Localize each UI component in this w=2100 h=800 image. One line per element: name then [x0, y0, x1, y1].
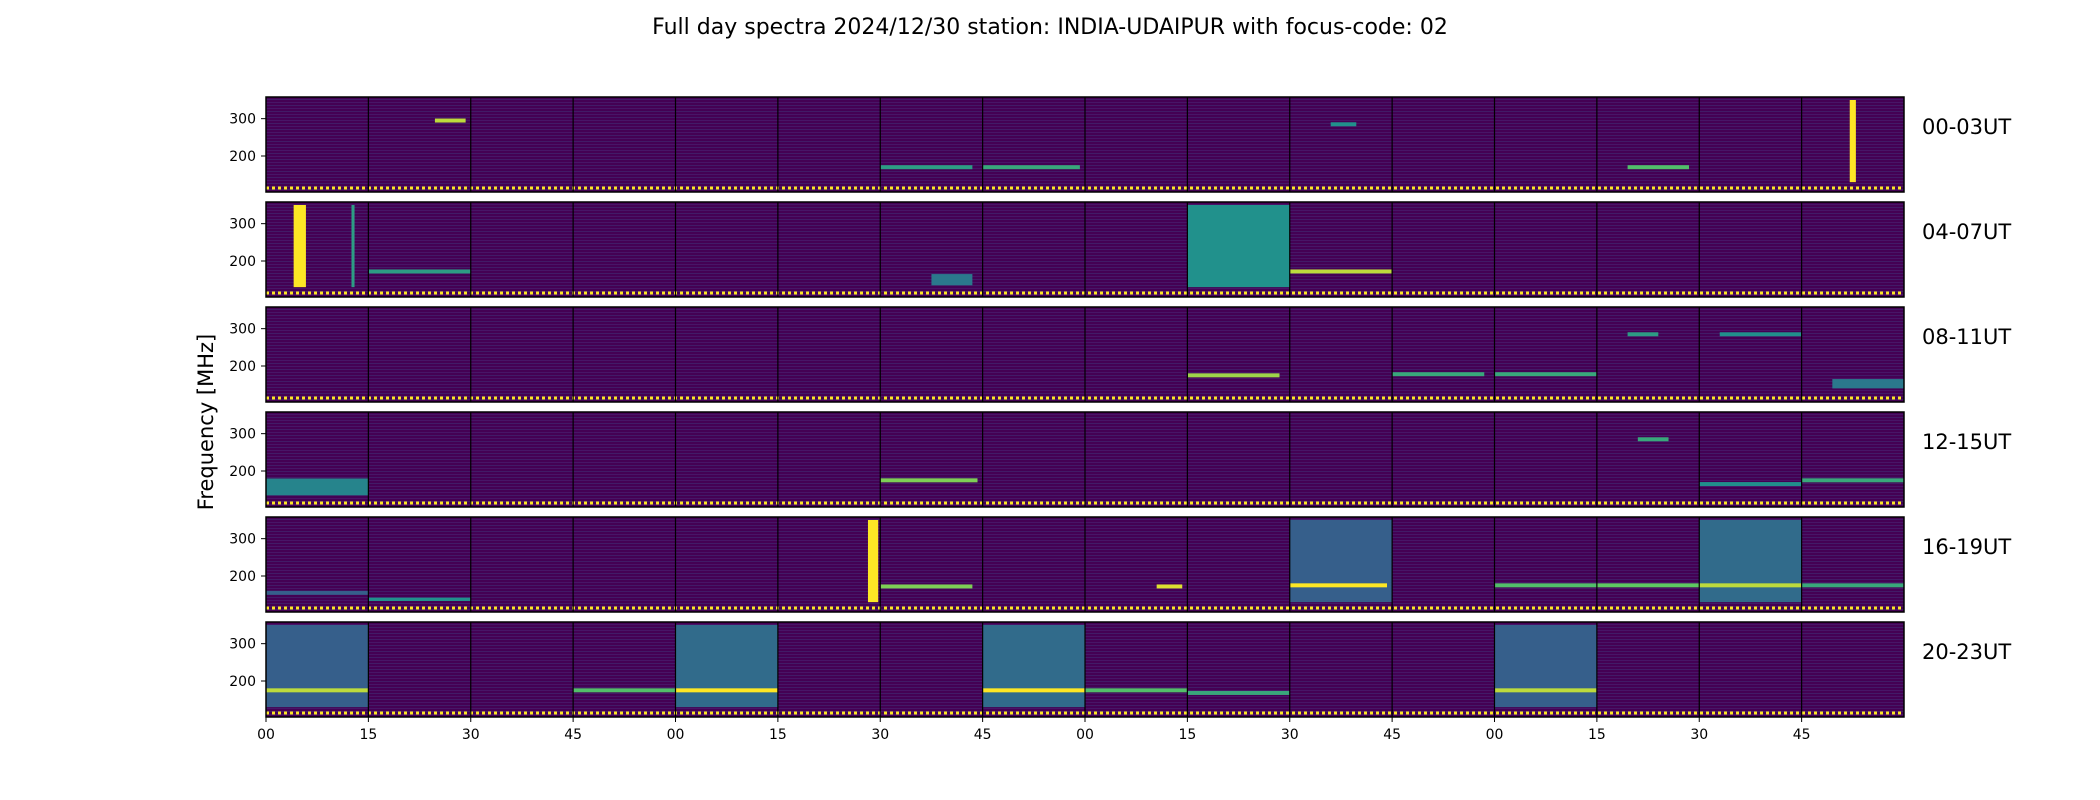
spectrum-feature	[1699, 520, 1802, 603]
spectrum-feature	[982, 165, 1080, 170]
y-tick-label: 300	[229, 532, 256, 548]
spectrum-feature	[266, 625, 369, 708]
spectrum-feature	[931, 274, 973, 286]
row-frame	[265, 411, 1905, 508]
spectrum-feature	[1494, 583, 1597, 588]
spectrum-feature	[1849, 100, 1856, 183]
y-axis-label: Frequency [MHz]	[194, 334, 218, 510]
spectrum-feature	[1187, 373, 1280, 378]
spectrum-feature	[266, 590, 369, 595]
spectrum-feature	[1719, 332, 1802, 337]
spectrum-feature	[1289, 520, 1393, 603]
y-tick-label: 300	[229, 217, 256, 233]
x-tick-label: 15	[1178, 727, 1196, 743]
spectrum-feature	[1627, 332, 1659, 337]
x-tick-label: 30	[1281, 727, 1299, 743]
spectrum-feature	[1801, 583, 1904, 588]
x-tick-label: 45	[1793, 727, 1811, 743]
spectrum-feature	[1801, 478, 1904, 483]
spectrum-feature	[1627, 165, 1690, 170]
spectrum-feature	[434, 118, 466, 123]
y-tick-label: 200	[229, 674, 256, 690]
row-label: 16-19UT	[1922, 535, 2011, 559]
spectra-row: 200 300 12-15UT	[229, 411, 2011, 508]
spectrum-feature	[982, 625, 1085, 708]
row-label: 00-03UT	[1922, 115, 2011, 139]
x-tick-label: 30	[871, 727, 889, 743]
spectrum-feature	[1596, 583, 1700, 588]
y-tick-label: 300	[229, 427, 256, 443]
spectrum-feature	[1494, 625, 1597, 708]
spectrum-feature	[1330, 122, 1357, 127]
x-tick-label: 15	[359, 727, 377, 743]
row-label: 12-15UT	[1922, 430, 2011, 454]
x-tick-label: 15	[1588, 727, 1606, 743]
y-tick-label: 300	[229, 637, 256, 653]
x-axis-ticks: 00 15 30 45 00 15 30 45 00 15 30 45 00 15 30 45	[257, 717, 1811, 743]
x-tick-label: 15	[769, 727, 787, 743]
spectrum-feature	[1187, 690, 1290, 695]
spectra-row: 200 300 08-11UT	[229, 306, 2011, 403]
spectrum-feature	[675, 688, 778, 693]
row-label: 08-11UT	[1922, 325, 2011, 349]
x-tick-label: 45	[974, 727, 992, 743]
x-tick-label: 00	[667, 727, 685, 743]
spectrum-feature	[1637, 437, 1669, 442]
spectrum-feature	[1289, 269, 1393, 274]
row-frame	[265, 516, 1905, 613]
row-label: 04-07UT	[1922, 220, 2011, 244]
x-tick-label: 30	[462, 727, 480, 743]
spectra-row: 200 300 20-23UT	[229, 621, 2011, 718]
spectrum-feature	[266, 478, 369, 496]
x-tick-label: 00	[257, 727, 275, 743]
chart-title: Full day spectra 2024/12/30 station: IND…	[652, 15, 1448, 40]
spectrum-feature	[1699, 583, 1802, 588]
spectra-row: 200 300 16-19UT	[229, 516, 2011, 613]
spectrum-feature	[1699, 482, 1802, 487]
spectrum-feature	[368, 269, 471, 274]
y-tick-label: 200	[229, 464, 256, 480]
spectrum-feature	[293, 205, 306, 288]
spectrum-feature	[880, 165, 973, 170]
spectrum-feature	[1494, 372, 1597, 377]
spectrum-feature	[1392, 372, 1485, 377]
x-tick-label: 45	[564, 727, 582, 743]
spectrum-feature	[880, 478, 978, 483]
row-frame	[265, 96, 1905, 193]
y-tick-label: 200	[229, 149, 256, 165]
row-frame	[265, 201, 1905, 298]
spectrum-feature	[880, 584, 973, 589]
spectrum-feature	[1187, 205, 1290, 288]
spectrum-feature	[1085, 688, 1188, 693]
y-tick-label: 300	[229, 112, 256, 128]
spectra-row: 200 300 04-07UT	[229, 201, 2011, 298]
spectrum-feature	[573, 688, 676, 693]
spectrum-feature	[368, 597, 471, 602]
spectra-row: 200 300 00-03UT	[229, 96, 2011, 193]
spectrum-feature	[1832, 379, 1904, 389]
spectrum-feature	[675, 625, 778, 708]
y-tick-label: 300	[229, 322, 256, 338]
x-tick-label: 00	[1486, 727, 1504, 743]
y-tick-label: 200	[229, 254, 256, 270]
x-tick-label: 30	[1690, 727, 1708, 743]
spectrum-feature	[266, 688, 369, 693]
y-tick-label: 200	[229, 569, 256, 585]
x-tick-label: 45	[1383, 727, 1401, 743]
spectrum-feature	[351, 205, 355, 288]
x-tick-label: 00	[1076, 727, 1094, 743]
spectrum-feature	[1494, 688, 1597, 693]
spectrum-feature	[1156, 584, 1183, 589]
row-frame	[265, 306, 1905, 403]
y-tick-label: 200	[229, 359, 256, 375]
row-label: 20-23UT	[1922, 640, 2011, 664]
spectrum-feature	[982, 688, 1085, 693]
spectrum-feature	[867, 520, 879, 603]
spectrum-feature	[1289, 583, 1388, 588]
